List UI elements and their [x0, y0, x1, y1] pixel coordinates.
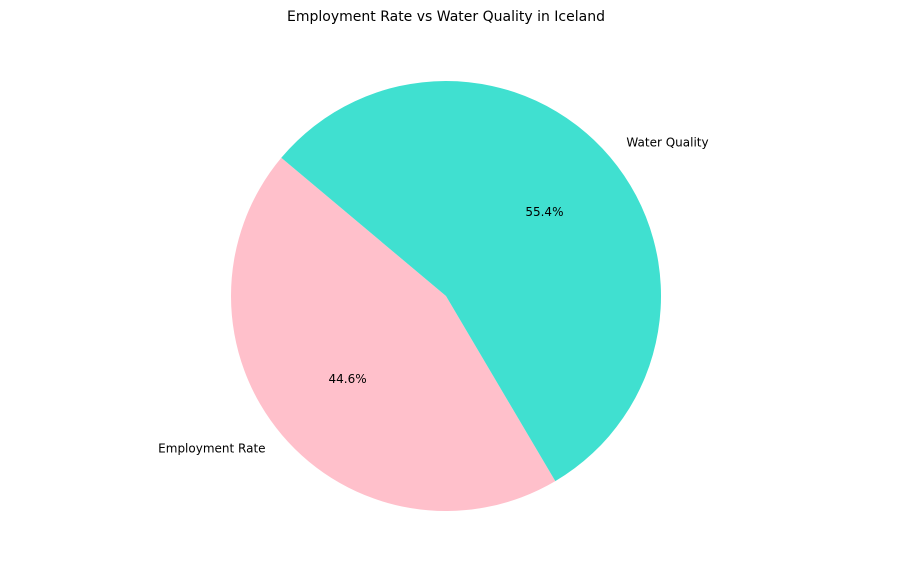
slice-label-employment-rate: Employment Rate	[158, 441, 265, 455]
pie-slice-employment-rate	[230, 157, 556, 512]
pie-slice-water-quality	[281, 80, 661, 482]
slice-label-water-quality: Water Quality	[626, 136, 708, 150]
chart-title: Employment Rate vs Water Quality in Icel…	[287, 9, 605, 25]
slice-percent-employment-rate: 44.6%	[329, 372, 367, 386]
slice-percent-water-quality: 55.4%	[525, 205, 563, 219]
pie-labels: Employment Rate 44.6% Water Quality 55.4%	[158, 136, 708, 456]
pie-slices	[230, 80, 661, 512]
